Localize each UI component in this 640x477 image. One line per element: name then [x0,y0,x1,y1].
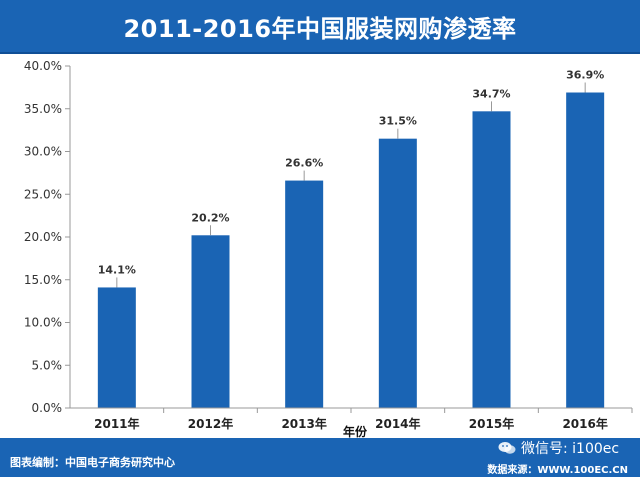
watermark-text: 微信号: i100ec [521,441,620,457]
wechat-icon [498,442,516,454]
y-axis: 0.0% 5.0% 10.0% 15.0% 20.0% 25.0% 30.0% 35.0% 40… [24,59,71,415]
y-tick-label: 20.0% [24,230,62,244]
bar-value-label: 34.7% [472,87,510,100]
y-tick-label: 30.0% [24,145,62,159]
x-tick-label: 2016年 [562,416,607,431]
bar-value-label: 14.1% [98,263,136,276]
bars [97,92,605,409]
data-source-text: 数据来源：WWW.100EC.CN [487,465,628,476]
x-axis: 2011年 2012年 2013年 2014年 2015年 2016年 [70,407,633,431]
x-tick-label: 2012年 [188,416,233,431]
x-tick-label: 2013年 [281,416,326,431]
bar-value-label: 31.5% [379,115,417,128]
bar-value-label: 36.9% [566,69,604,82]
y-tick-label: 40.0% [24,59,62,73]
title-bar: 2011-2016年中国服装网购渗透率 [0,0,640,54]
x-axis-title: 年份 [343,424,368,438]
bar-chart: 0.0% 5.0% 10.0% 15.0% 20.0% 25.0% 30.0% 35.0% 40… [24,59,633,438]
y-tick-label: 15.0% [24,273,62,287]
chart-title: 2011-2016年中国服装网购渗透率 [123,14,517,43]
y-tick-label: 35.0% [24,102,62,116]
y-tick-label: 0.0% [32,401,63,415]
bar [97,287,136,408]
bar [285,180,324,408]
x-tick-label: 2011年 [94,416,139,431]
wechat-watermark: 微信号: i100ec [498,437,640,459]
bar [566,92,605,408]
footer-bar: 图表编制：中国电子商务研究中心 数据来源：WWW.100EC.CN [0,438,640,477]
y-tick-label: 5.0% [32,358,63,372]
x-tick-label: 2014年 [375,416,420,431]
bar [378,138,417,409]
bar-value-label: 26.6% [285,157,323,170]
bar-value-label: 20.2% [191,211,229,224]
bar [191,235,230,408]
y-tick-label: 10.0% [24,316,62,330]
data-labels: 14.1% 20.2% 26.6% 31.5% 34.7% 36.9% [98,69,604,288]
compiled-by-text: 图表编制：中国电子商务研究中心 [10,456,175,469]
x-tick-label: 2015年 [469,416,514,431]
y-tick-label: 25.0% [24,187,62,201]
bar [472,111,511,408]
